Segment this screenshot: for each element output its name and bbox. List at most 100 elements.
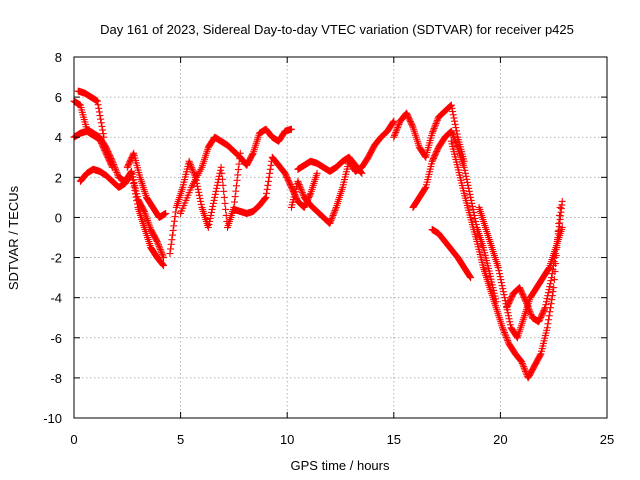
data-point xyxy=(98,122,106,130)
data-point xyxy=(448,129,456,137)
data-point xyxy=(195,188,203,196)
data-point xyxy=(558,197,566,205)
y-tick-label: -6 xyxy=(50,331,62,346)
data-point xyxy=(108,162,116,170)
data-point xyxy=(505,312,513,320)
data-point xyxy=(448,104,456,112)
data-point xyxy=(113,169,121,177)
data-point xyxy=(432,120,440,128)
data-point xyxy=(154,241,162,249)
data-point xyxy=(518,358,526,366)
x-tick-label: 5 xyxy=(177,432,184,447)
data-point xyxy=(218,169,226,177)
data-point xyxy=(248,150,256,158)
data-point xyxy=(546,280,554,288)
data-point xyxy=(546,308,554,316)
data-point xyxy=(205,220,213,228)
data-point xyxy=(506,318,514,326)
data-point xyxy=(545,265,553,273)
data-point xyxy=(431,121,439,129)
data-point xyxy=(523,301,531,309)
data-point xyxy=(550,258,558,266)
data-point xyxy=(140,206,148,214)
plot-frame xyxy=(73,56,608,419)
data-point xyxy=(235,160,243,168)
data-point xyxy=(209,199,217,207)
data-point xyxy=(306,191,314,199)
data-point xyxy=(498,282,506,290)
data-point xyxy=(545,312,553,320)
data-point xyxy=(206,217,214,225)
data-point xyxy=(261,195,269,203)
data-point xyxy=(265,173,273,181)
data-point xyxy=(158,249,166,257)
data-point xyxy=(549,266,557,274)
data-point xyxy=(211,193,219,201)
data-point xyxy=(433,118,441,126)
data-point xyxy=(299,190,307,198)
data-point xyxy=(295,181,303,189)
data-point xyxy=(188,165,196,173)
data-point xyxy=(216,166,224,174)
data-point xyxy=(449,132,457,140)
data-point xyxy=(155,242,163,250)
data-point xyxy=(551,250,559,258)
data-point xyxy=(133,200,141,208)
data-point xyxy=(523,299,531,307)
data-point xyxy=(390,132,398,140)
data-point xyxy=(472,217,480,225)
data-point xyxy=(497,279,505,287)
y-tick-label: 4 xyxy=(55,130,62,145)
y-tick-label: -10 xyxy=(43,411,62,426)
data-point xyxy=(189,167,197,175)
data-point xyxy=(392,127,400,135)
data-point xyxy=(461,166,469,174)
data-point xyxy=(94,101,102,109)
data-point xyxy=(429,126,437,134)
data-point xyxy=(233,176,241,184)
data-point xyxy=(97,115,105,123)
data-point xyxy=(463,175,471,183)
data-point xyxy=(326,219,334,227)
data-point xyxy=(218,175,226,183)
data-point xyxy=(449,130,457,138)
data-point xyxy=(391,130,399,138)
data-point xyxy=(452,138,460,146)
data-point xyxy=(185,157,193,165)
data-point xyxy=(234,166,242,174)
chart-title: Day 161 of 2023, Sidereal Day-to-day VTE… xyxy=(100,22,574,37)
x-tick-label: 0 xyxy=(70,432,77,447)
data-point xyxy=(264,181,272,189)
data-point xyxy=(157,247,165,255)
data-point xyxy=(212,187,220,195)
data-point xyxy=(390,133,398,141)
data-point xyxy=(195,191,203,199)
data-point xyxy=(159,252,167,260)
data-point xyxy=(171,213,179,221)
data-point xyxy=(421,152,429,160)
data-point xyxy=(547,277,555,285)
data-point xyxy=(547,300,555,308)
data-point xyxy=(542,301,550,309)
data-point xyxy=(221,199,229,207)
data-point xyxy=(496,270,504,278)
data-point xyxy=(394,122,402,130)
data-point xyxy=(232,187,240,195)
data-point xyxy=(518,359,526,367)
data-point xyxy=(167,245,175,253)
data-point xyxy=(264,177,272,185)
data-point xyxy=(158,250,166,258)
data-point xyxy=(326,218,334,226)
data-point xyxy=(408,122,416,130)
data-point xyxy=(330,208,338,216)
data-point xyxy=(544,320,552,328)
data-point xyxy=(544,292,552,300)
data-point xyxy=(156,246,164,254)
data-point xyxy=(541,304,549,312)
data-point xyxy=(358,169,366,177)
data-point xyxy=(213,184,221,192)
data-point xyxy=(153,238,161,246)
data-point xyxy=(100,133,108,141)
data-point xyxy=(466,190,474,198)
